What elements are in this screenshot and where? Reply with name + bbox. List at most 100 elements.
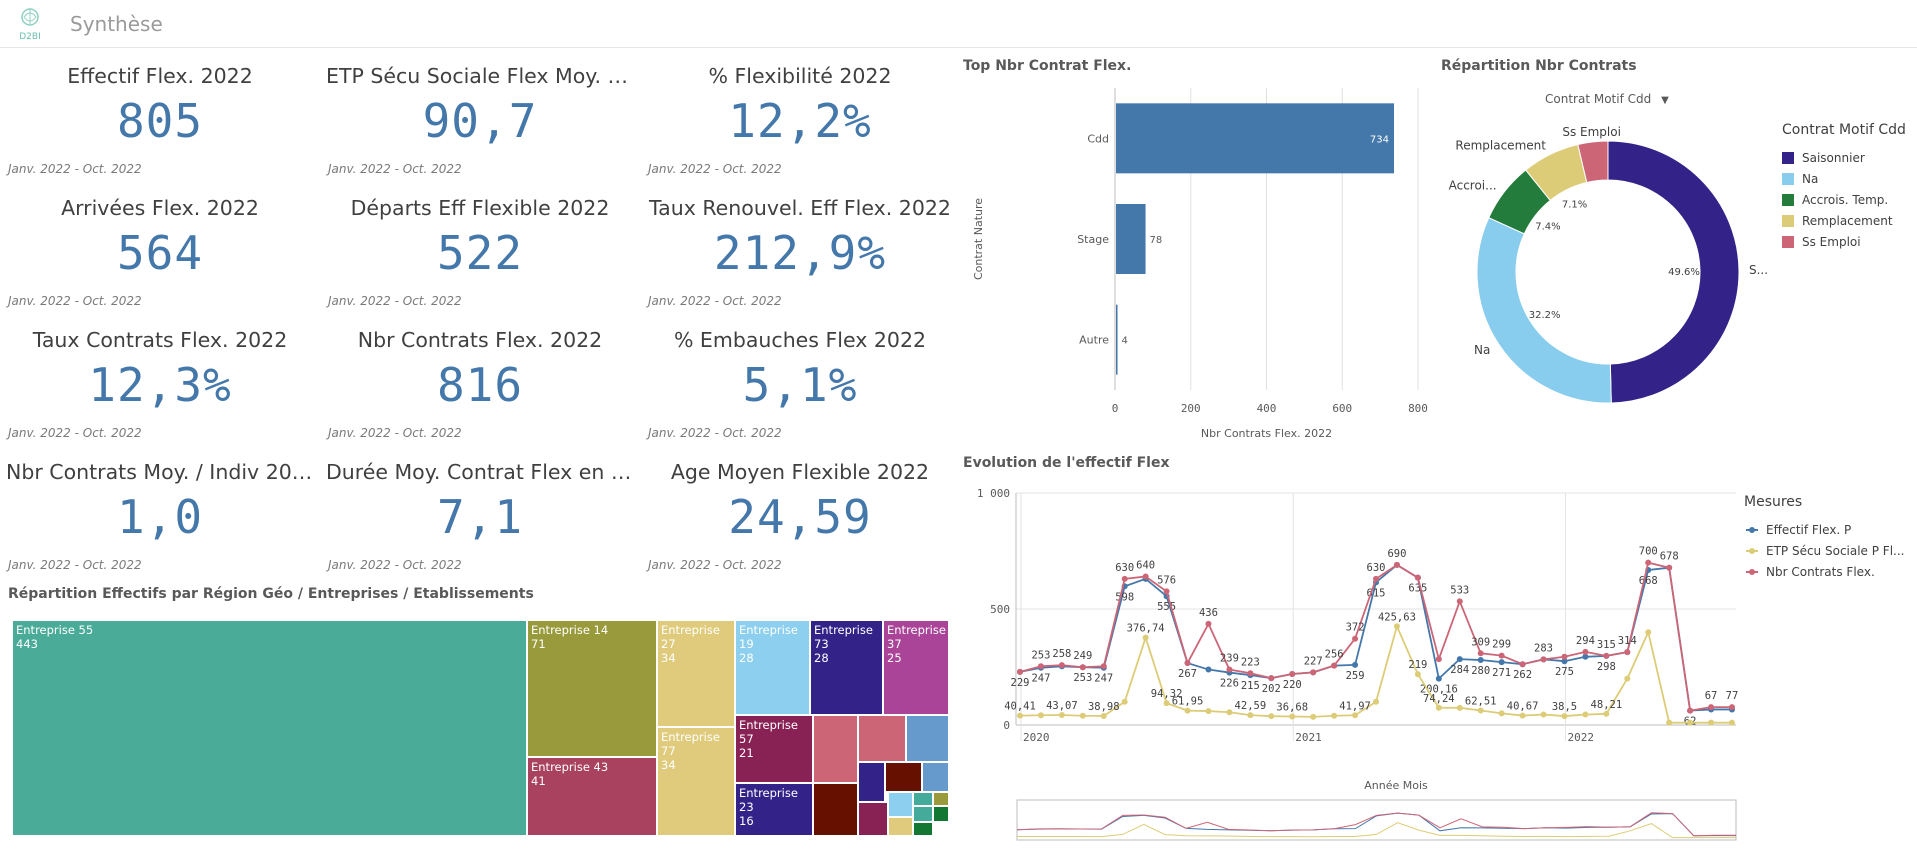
treemap-cell[interactable] — [888, 792, 913, 817]
line-point-label: 271 — [1492, 667, 1511, 679]
bar-x-tick-label: 400 — [1257, 402, 1277, 415]
kpi-card[interactable]: Age Moyen Flexible 2022 24,59 Janv. 2022 -… — [640, 446, 960, 578]
kpi-value: 522 — [436, 226, 524, 280]
bar-x-tick-label: 0 — [1112, 402, 1119, 415]
bar-chart[interactable]: 0 200 400 600 800 Cdd 734 Stage 78 Autre 4 Contrat … — [960, 80, 1430, 450]
line-point-label: 700 — [1639, 546, 1658, 558]
line-point-label: 372 — [1346, 622, 1365, 634]
donut-legend-item[interactable]: Remplacement — [1782, 214, 1893, 228]
treemap-cell[interactable] — [906, 715, 949, 762]
kpi-title: Taux Contrats Flex. 2022 — [32, 328, 288, 352]
kpi-card[interactable]: Nbr Contrats Moy. / Indiv 2022 1,0 Janv. 2… — [0, 446, 320, 578]
kpi-card[interactable]: % Flexibilité 2022 12,2% Janv. 2022 - Oct.… — [640, 50, 960, 182]
kpi-value: 90,7 — [422, 94, 538, 148]
line-point-label: 229 — [1011, 677, 1030, 689]
line-point — [1393, 561, 1400, 568]
line-point-label: 41,97 — [1339, 700, 1371, 712]
legend-label: Na — [1802, 172, 1819, 186]
line-point-label: 239 — [1220, 653, 1239, 665]
kpi-card[interactable]: % Embauches Flex 2022 5,1% Janv. 2022 - Oc… — [640, 314, 960, 446]
donut-slice[interactable] — [1607, 140, 1740, 404]
kpi-card[interactable]: Durée Moy. Contrat Flex en M... 7,1 Janv. … — [320, 446, 640, 578]
top-bar: D2BI Synthèse — [0, 0, 1917, 48]
line-point — [1435, 704, 1442, 711]
line-legend-item[interactable]: ETP Sécu Sociale P Fl... — [1746, 544, 1905, 558]
kpi-card[interactable]: Taux Contrats Flex. 2022 12,3% Janv. 2022 … — [0, 314, 320, 446]
treemap-cell[interactable]: Entreprise 37 25 — [883, 620, 949, 715]
line-point-label: 258 — [1052, 648, 1071, 660]
kpi-value: 12,3% — [88, 358, 232, 412]
legend-marker — [1746, 524, 1758, 536]
legend-swatch — [1782, 173, 1794, 185]
legend-swatch — [1782, 236, 1794, 248]
line-legend-item[interactable]: Effectif Flex. P — [1746, 523, 1851, 537]
line-point — [1393, 623, 1400, 630]
line-point — [1205, 708, 1212, 715]
line-point-label: 262 — [1513, 669, 1532, 681]
treemap-cell[interactable]: Entreprise 55 443 — [12, 620, 527, 836]
line-point-label: 635 — [1408, 583, 1427, 595]
donut-legend-item[interactable]: Na — [1782, 172, 1818, 186]
line-legend-item[interactable]: Nbr Contrats Flex. — [1746, 565, 1875, 579]
treemap-cell[interactable] — [913, 822, 933, 836]
treemap-cell[interactable] — [858, 762, 885, 802]
line-point-label: 247 — [1031, 673, 1050, 685]
treemap-cell[interactable]: Entreprise 19 28 — [735, 620, 810, 715]
line-point-label: 315 — [1597, 639, 1616, 651]
treemap-cell[interactable]: Entreprise 27 34 — [657, 620, 735, 727]
treemap-cell[interactable] — [933, 806, 949, 822]
kpi-title: Age Moyen Flexible 2022 — [670, 460, 930, 484]
kpi-card[interactable]: Taux Renouvel. Eff Flex. 2022 212,9% Janv.… — [640, 182, 960, 314]
kpi-card[interactable]: Nbr Contrats Flex. 2022 816 Janv. 2022 - O… — [320, 314, 640, 446]
kpi-period: Janv. 2022 - Oct. 2022 — [328, 558, 462, 572]
treemap-cell-label: Entreprise 37 25 — [887, 623, 946, 665]
line-point-label: 256 — [1325, 649, 1344, 661]
treemap-cell[interactable] — [888, 817, 913, 836]
legend-marker — [1746, 545, 1758, 557]
kpi-card[interactable]: Départs Eff Flexible 2022 522 Janv. 2022 -… — [320, 182, 640, 314]
treemap-cell[interactable] — [813, 783, 858, 836]
line-point — [1456, 656, 1463, 663]
donut-outer-label: Remplacement — [1455, 138, 1546, 152]
line-point — [1247, 712, 1254, 719]
donut-legend-item[interactable]: Saisonnier — [1782, 151, 1865, 165]
kpi-card[interactable]: ETP Sécu Sociale Flex Moy. 20... 90,7 Janv… — [320, 50, 640, 182]
donut-legend-item[interactable]: Ss Emploi — [1782, 235, 1861, 249]
treemap-cell[interactable] — [858, 802, 888, 836]
line-point-label: 630 — [1367, 562, 1386, 574]
line-point — [1687, 707, 1694, 714]
donut-legend-item[interactable]: Accrois. Temp. — [1782, 193, 1888, 207]
legend-label: Ss Emploi — [1802, 235, 1861, 249]
treemap-cell[interactable]: Entreprise 23 16 — [735, 783, 813, 836]
treemap-cell[interactable]: Entreprise 43 41 — [527, 757, 657, 836]
line-point — [1435, 656, 1442, 663]
treemap-cell[interactable] — [933, 792, 949, 806]
kpi-card[interactable]: Arrivées Flex. 2022 564 Janv. 2022 - Oct. … — [0, 182, 320, 314]
treemap-cell[interactable] — [913, 806, 933, 822]
kpi-card[interactable]: Effectif Flex. 2022 805 Janv. 2022 - Oct. … — [0, 50, 320, 182]
treemap-cell[interactable]: Entreprise 57 21 — [735, 715, 813, 783]
treemap-cell[interactable]: Entreprise 73 28 — [810, 620, 883, 715]
kpi-period: Janv. 2022 - Oct. 2022 — [648, 558, 782, 572]
treemap-cell[interactable] — [913, 792, 933, 806]
line-point — [1561, 713, 1568, 720]
treemap-cell[interactable] — [813, 715, 858, 783]
kpi-value: 24,59 — [728, 490, 872, 544]
line-point — [1184, 707, 1191, 714]
donut-slice[interactable] — [1577, 140, 1609, 184]
line-point — [1477, 650, 1484, 657]
treemap-cell-label: Entreprise 23 16 — [739, 786, 798, 828]
motif-dropdown[interactable]: Contrat Motif Cdd ▼ — [1545, 92, 1669, 106]
line-x-tick-label: 2020 — [1023, 731, 1050, 744]
treemap-cell[interactable] — [922, 762, 949, 792]
treemap-cell[interactable]: Entreprise 77 34 — [657, 727, 735, 836]
line-point — [1184, 660, 1191, 667]
chevron-down-icon: ▼ — [1661, 95, 1669, 106]
treemap-cell[interactable]: Entreprise 14 71 — [527, 620, 657, 757]
line-point-label: 294 — [1576, 635, 1595, 647]
treemap-cell[interactable] — [885, 762, 922, 792]
donut-chart[interactable]: 49.6% S... 32.2% Na 7.4% Accroi... 7.1% Remplac… — [1440, 110, 1770, 430]
treemap-cell[interactable] — [858, 715, 906, 762]
